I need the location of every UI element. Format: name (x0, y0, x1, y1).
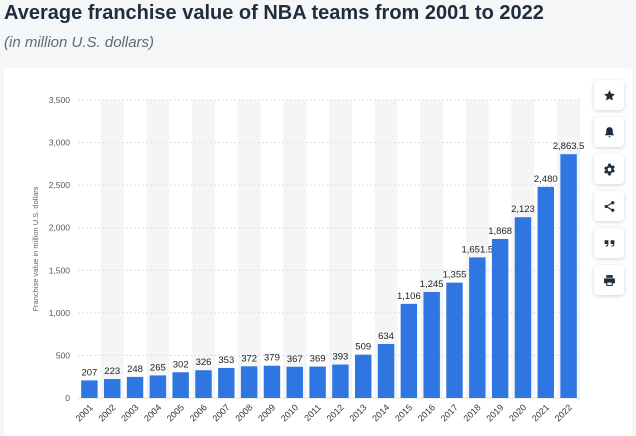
y-tick-label: 3,500 (49, 95, 71, 105)
x-tick-label: 2019 (484, 402, 505, 423)
bar (309, 366, 326, 398)
x-tick-label: 2001 (74, 402, 95, 423)
share-button[interactable] (594, 191, 624, 221)
bell-icon (604, 126, 614, 137)
x-tick-label: 2015 (393, 402, 414, 423)
cite-button[interactable] (594, 228, 624, 258)
settings-button[interactable] (594, 154, 624, 184)
y-tick-label: 1,000 (49, 308, 71, 318)
bar (491, 238, 509, 398)
y-tick-label: 500 (56, 350, 70, 360)
data-label: 265 (150, 362, 166, 373)
page-title: Average franchise value of NBA teams fro… (4, 2, 544, 24)
column-band (192, 100, 215, 398)
data-label: 2,480 (534, 174, 558, 185)
bar (104, 379, 121, 398)
bar (218, 367, 235, 398)
chart-toolbar (594, 80, 624, 302)
data-label: 369 (310, 354, 326, 365)
data-label: 248 (127, 364, 143, 375)
bar (355, 354, 372, 398)
bar (195, 370, 212, 398)
bar (172, 372, 189, 398)
bar (469, 257, 486, 398)
data-label: 372 (241, 353, 257, 364)
x-tick-label: 2014 (370, 402, 391, 423)
bar (377, 344, 395, 398)
data-label: 223 (104, 366, 120, 377)
bar (423, 291, 440, 398)
y-tick-label: 2,000 (49, 223, 71, 233)
data-label: 302 (173, 359, 189, 370)
x-tick-label: 2009 (256, 402, 277, 423)
x-tick-label: 2022 (553, 402, 574, 423)
x-tick-label: 2021 (530, 402, 551, 423)
y-axis-label: Franchise value in million U.S. dollars (31, 186, 40, 311)
column-band (283, 100, 307, 398)
data-label: 367 (287, 354, 303, 365)
bar-chart: 0 500 1,000 1,500 2,000 2,500 3,000 3,500 Franch… (31, 95, 584, 424)
data-label: 2,863.5 (553, 141, 584, 152)
bar (400, 303, 418, 398)
data-label: 353 (218, 355, 234, 366)
bar (240, 366, 258, 398)
print-button[interactable] (594, 265, 624, 295)
bar (263, 365, 281, 398)
print-icon (603, 274, 615, 286)
quote-icon (604, 239, 614, 247)
x-tick-label: 2020 (507, 402, 528, 423)
data-label: 1,106 (397, 291, 421, 302)
y-tick-label: 3,000 (49, 138, 71, 148)
x-tick-label: 2016 (416, 402, 437, 423)
column-band (100, 100, 124, 398)
bar (332, 364, 349, 398)
data-label: 634 (378, 331, 394, 342)
y-tick-label: 1,500 (49, 265, 71, 275)
gear-icon (603, 163, 615, 175)
column-band (237, 100, 261, 398)
x-tick-label: 2002 (96, 402, 117, 423)
data-label: 379 (264, 353, 280, 364)
page-subtitle: (in million U.S. dollars) (4, 34, 155, 51)
bar (537, 186, 554, 398)
bar (286, 366, 303, 398)
data-label: 509 (355, 342, 371, 353)
bar (446, 282, 463, 398)
bar (126, 376, 144, 398)
share-icon (604, 200, 614, 212)
x-tick-label: 2008 (233, 402, 254, 423)
data-label: 326 (196, 357, 212, 368)
data-label: 1,355 (443, 270, 467, 281)
data-label: 1,245 (420, 279, 444, 290)
x-tick-label: 2018 (461, 402, 482, 423)
data-label: 393 (332, 352, 348, 363)
favorite-button[interactable] (594, 80, 624, 110)
x-tick-label: 2005 (165, 402, 186, 423)
x-tick-label: 2012 (325, 402, 346, 423)
data-label: 207 (81, 367, 97, 378)
y-tick-label: 2,500 (49, 180, 71, 190)
column-band (146, 100, 170, 398)
star-icon (603, 89, 615, 100)
x-tick-label: 2004 (142, 402, 163, 423)
bar (514, 217, 532, 398)
x-tick-label: 2010 (279, 402, 300, 423)
y-tick-label: 0 (65, 393, 70, 403)
bar (149, 375, 167, 398)
x-tick-label: 2006 (188, 402, 209, 423)
data-label: 2,123 (511, 204, 535, 215)
data-label: 1,651.5 (461, 244, 493, 255)
x-tick-label: 2003 (119, 402, 140, 423)
x-tick-label: 2011 (302, 402, 323, 423)
bar (81, 380, 98, 398)
x-tick-label: 2007 (210, 402, 231, 423)
column-band (374, 100, 398, 398)
data-label: 1,868 (488, 226, 512, 237)
chart-card: 0 500 1,000 1,500 2,000 2,500 3,000 3,500 Franch… (4, 68, 632, 436)
bar (560, 154, 577, 398)
notification-button[interactable] (594, 117, 624, 147)
column-band (329, 100, 352, 398)
x-tick-label: 2013 (347, 402, 368, 423)
x-tick-label: 2017 (439, 402, 460, 423)
